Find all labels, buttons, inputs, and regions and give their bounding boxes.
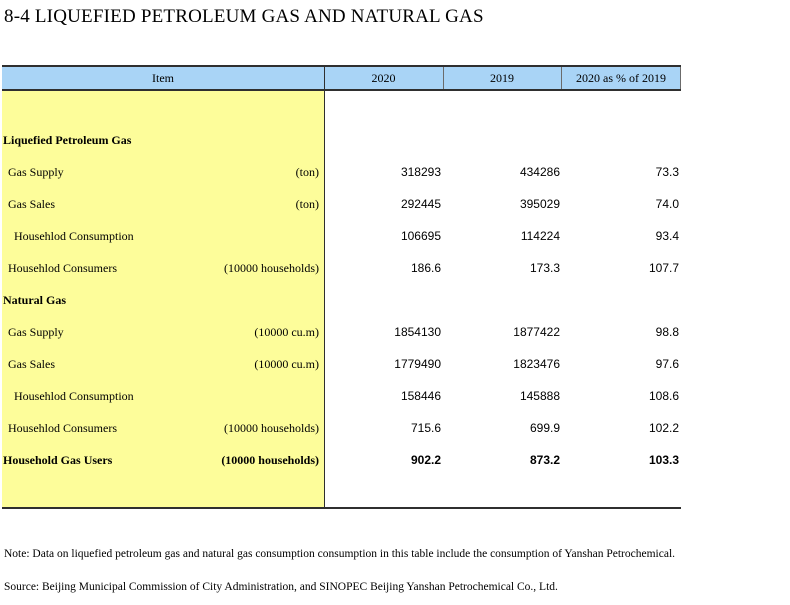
- table-row: Gas Supply (ton) 318293 434286 73.3: [2, 162, 681, 182]
- value-2020: 1854130: [394, 325, 441, 339]
- row-unit: (10000 households): [224, 261, 319, 275]
- value-pct: 103.3: [648, 453, 679, 467]
- table-row: Gas Supply (10000 cu.m) 1854130 1877422 …: [2, 322, 681, 342]
- value-2019: 1877422: [513, 325, 560, 339]
- table-title: 8-4 LIQUEFIED PETROLEUM GAS AND NATURAL …: [4, 6, 484, 27]
- row-label: Househlod Consumption: [14, 389, 134, 403]
- table-row: Gas Sales (ton) 292445 395029 74.0: [2, 194, 681, 214]
- header-divider: [680, 67, 681, 89]
- value-pct: 98.8: [655, 325, 679, 339]
- header-2020: 2020: [371, 71, 396, 85]
- table-row: Gas Sales (10000 cu.m) 1779490 1823476 9…: [2, 354, 681, 374]
- row-label: Gas Supply: [8, 165, 64, 179]
- header-divider: [561, 67, 562, 89]
- row-unit: (10000 households): [221, 453, 319, 467]
- value-2019: 873.2: [529, 453, 560, 467]
- value-pct: 102.2: [648, 421, 679, 435]
- value-pct: 107.7: [648, 261, 679, 275]
- value-2019: 145888: [519, 389, 560, 403]
- row-label: Household Gas Users: [3, 453, 113, 467]
- row-unit: (10000 households): [224, 421, 319, 435]
- statistics-table: Item 2020 2019 2020 as % of 2019 Liquefi…: [2, 65, 681, 509]
- row-label: Househlod Consumers: [8, 261, 117, 275]
- value-2019: 173.3: [529, 261, 560, 275]
- value-pct: 108.6: [648, 389, 679, 403]
- row-unit: (10000 cu.m): [254, 325, 319, 339]
- value-pct: 73.3: [655, 165, 679, 179]
- value-pct: 93.4: [655, 229, 679, 243]
- header-pct: 2020 as % of 2019: [576, 71, 666, 85]
- row-label: Liquefied Petroleum Gas: [3, 133, 132, 147]
- value-2020: 715.6: [410, 421, 441, 435]
- value-2020: 318293: [400, 165, 441, 179]
- table-header: Item 2020 2019 2020 as % of 2019: [2, 65, 681, 91]
- table-row: Househlod Consumers (10000 households) 1…: [2, 258, 681, 278]
- row-unit: (ton): [295, 165, 319, 179]
- header-2019: 2019: [490, 71, 514, 85]
- value-2020: 292445: [400, 197, 441, 211]
- table-bottom-rule: [2, 507, 681, 509]
- row-unit: (ton): [295, 197, 319, 211]
- row-unit: (10000 cu.m): [254, 357, 319, 371]
- item-column-background: [2, 91, 324, 508]
- value-2020: 158446: [400, 389, 441, 403]
- value-2019: 395029: [519, 197, 560, 211]
- value-2019: 699.9: [529, 421, 560, 435]
- value-2020: 902.2: [410, 453, 441, 467]
- value-2019: 114224: [520, 229, 560, 243]
- item-column-border: [324, 65, 325, 508]
- table-row: Househlod Consumption 158446 145888 108.…: [2, 386, 681, 406]
- value-2020: 106695: [400, 229, 441, 243]
- header-divider: [443, 67, 444, 89]
- header-item: Item: [152, 71, 174, 85]
- row-label: Gas Sales: [8, 357, 55, 371]
- value-pct: 74.0: [655, 197, 679, 211]
- table-row: Liquefied Petroleum Gas: [2, 130, 681, 150]
- row-label: Househlod Consumers: [8, 421, 117, 435]
- row-label: Natural Gas: [3, 293, 66, 307]
- value-2019: 434286: [519, 165, 560, 179]
- row-label: Gas Sales: [8, 197, 55, 211]
- table-row: Household Gas Users (10000 households) 9…: [2, 450, 681, 470]
- value-2020: 1779490: [394, 357, 441, 371]
- value-2020: 186.6: [410, 261, 441, 275]
- table-row: Househlod Consumers (10000 households) 7…: [2, 418, 681, 438]
- table-note: Note: Data on liquefied petroleum gas an…: [4, 548, 676, 560]
- value-2019: 1823476: [513, 357, 560, 371]
- row-label: Gas Supply: [8, 325, 64, 339]
- value-pct: 97.6: [655, 357, 679, 371]
- table-source: Source: Beijing Municipal Commission of …: [4, 581, 558, 593]
- row-label: Househlod Consumption: [14, 229, 134, 243]
- table-row: Natural Gas: [2, 290, 681, 310]
- table-row: Househlod Consumption 106695 114224 93.4: [2, 226, 681, 246]
